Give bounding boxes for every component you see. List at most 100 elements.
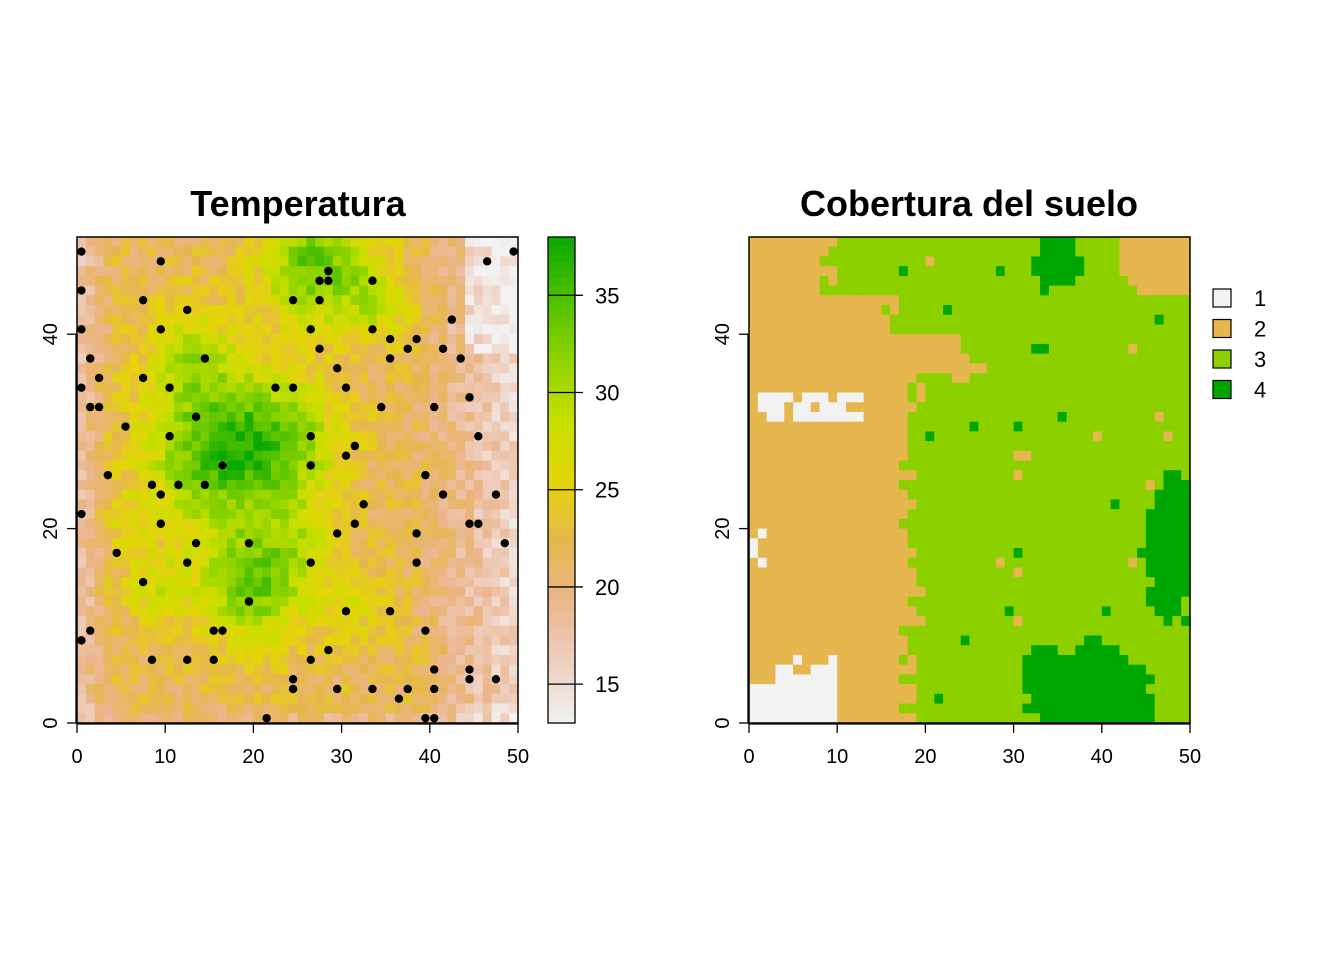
temperature-cell (306, 411, 316, 423)
landcover-cell (846, 548, 856, 559)
temperature-cell (438, 421, 449, 432)
temperature-cell (359, 654, 369, 666)
landcover-cell (1154, 674, 1165, 685)
landcover-cell (1066, 314, 1076, 326)
landcover-cell (1013, 353, 1024, 364)
temperature-cell (182, 489, 193, 501)
landcover-cell (819, 450, 829, 462)
temperature-cell (456, 684, 466, 695)
temperature-cell (174, 596, 184, 607)
temperature-cell (244, 256, 254, 267)
temperature-cell (482, 480, 493, 491)
landcover-cell (863, 343, 874, 355)
landcover-cell (1031, 441, 1041, 452)
temperature-cell (103, 480, 113, 491)
temperature-cell (323, 431, 334, 442)
landcover-cell (1022, 586, 1032, 598)
temperature-cell (253, 616, 263, 627)
landcover-cell (854, 363, 865, 374)
temperature-cell (279, 703, 290, 714)
y-tick-label: 40 (40, 323, 62, 345)
temperature-cell (482, 373, 493, 384)
sample-point (191, 412, 201, 422)
landcover-cell (1119, 402, 1129, 413)
sample-point (332, 364, 342, 373)
temperature-cell (182, 324, 193, 335)
landcover-cell (1128, 421, 1138, 432)
landcover-cell (951, 625, 962, 637)
temperature-cell (191, 606, 202, 617)
temperature-cell (465, 606, 475, 617)
temperature-cell (341, 703, 352, 714)
sample-point (244, 538, 254, 548)
colorbar-segment (548, 309, 575, 319)
landcover-cell (775, 450, 785, 462)
landcover-cell (1137, 363, 1147, 374)
landcover-cell (1101, 373, 1112, 384)
landcover-cell (1137, 285, 1147, 296)
temperature-cell (129, 237, 140, 248)
landcover-cell (1092, 586, 1103, 598)
temperature-cell (482, 654, 493, 666)
landcover-cell (1119, 256, 1129, 267)
landcover-cell (854, 645, 865, 656)
landcover-cell (766, 441, 777, 452)
temperature-cell (500, 664, 510, 675)
landcover-cell (819, 470, 829, 481)
landcover-cell (757, 285, 768, 296)
temperature-cell (315, 460, 325, 471)
temperature-cell (509, 693, 519, 705)
landcover-cell (810, 674, 821, 685)
landcover-cell (916, 470, 926, 481)
temperature-cell (262, 557, 272, 569)
temperature-cell (394, 275, 404, 287)
landcover-cell (810, 645, 821, 656)
temperature-cell (165, 654, 175, 666)
landcover-cell (995, 499, 1006, 510)
temperature-cell (244, 411, 254, 423)
temperature-cell (376, 625, 387, 637)
landcover-cell (1031, 499, 1041, 510)
landcover-cell (925, 353, 935, 364)
landcover-cell (837, 596, 847, 607)
temperature-cell (129, 518, 140, 530)
temperature-cell (226, 693, 237, 705)
landcover-cell (837, 538, 847, 549)
landcover-cell (1128, 363, 1138, 374)
landcover-cell (872, 460, 882, 471)
temperature-cell (279, 275, 290, 287)
landcover-cell (1048, 373, 1059, 384)
landcover-cell (1031, 518, 1041, 530)
temperature-cell (226, 509, 237, 520)
temperature-cell (94, 499, 105, 510)
temperature-cell (491, 402, 501, 413)
landcover-cell (1057, 431, 1068, 442)
landcover-cell (1031, 431, 1041, 442)
temperature-cell (429, 431, 440, 442)
landcover-cell (978, 450, 988, 462)
landcover-cell (890, 528, 900, 539)
temperature-cell (447, 548, 457, 559)
landcover-cell (898, 674, 909, 685)
landcover-cell (1013, 518, 1024, 530)
temperature-cell (271, 684, 281, 695)
temperature-cell (385, 684, 396, 695)
landcover-cell (801, 509, 812, 520)
landcover-cell (1022, 266, 1032, 277)
landcover-cell (828, 237, 838, 248)
landcover-cell (1031, 266, 1041, 277)
landcover-cell (1101, 548, 1112, 559)
landcover-cell (801, 586, 812, 598)
landcover-cell (960, 674, 971, 685)
temperature-cell (350, 353, 360, 364)
landcover-cell (1128, 237, 1138, 248)
landcover-cell (784, 635, 794, 646)
landcover-cell (898, 334, 909, 345)
temperature-cell (279, 538, 290, 549)
landcover-cell (960, 586, 971, 598)
landcover-cell (907, 518, 918, 530)
temperature-cell (191, 674, 202, 685)
temperature-cell (394, 373, 404, 384)
landcover-cell (995, 402, 1006, 413)
landcover-cell (863, 616, 874, 627)
